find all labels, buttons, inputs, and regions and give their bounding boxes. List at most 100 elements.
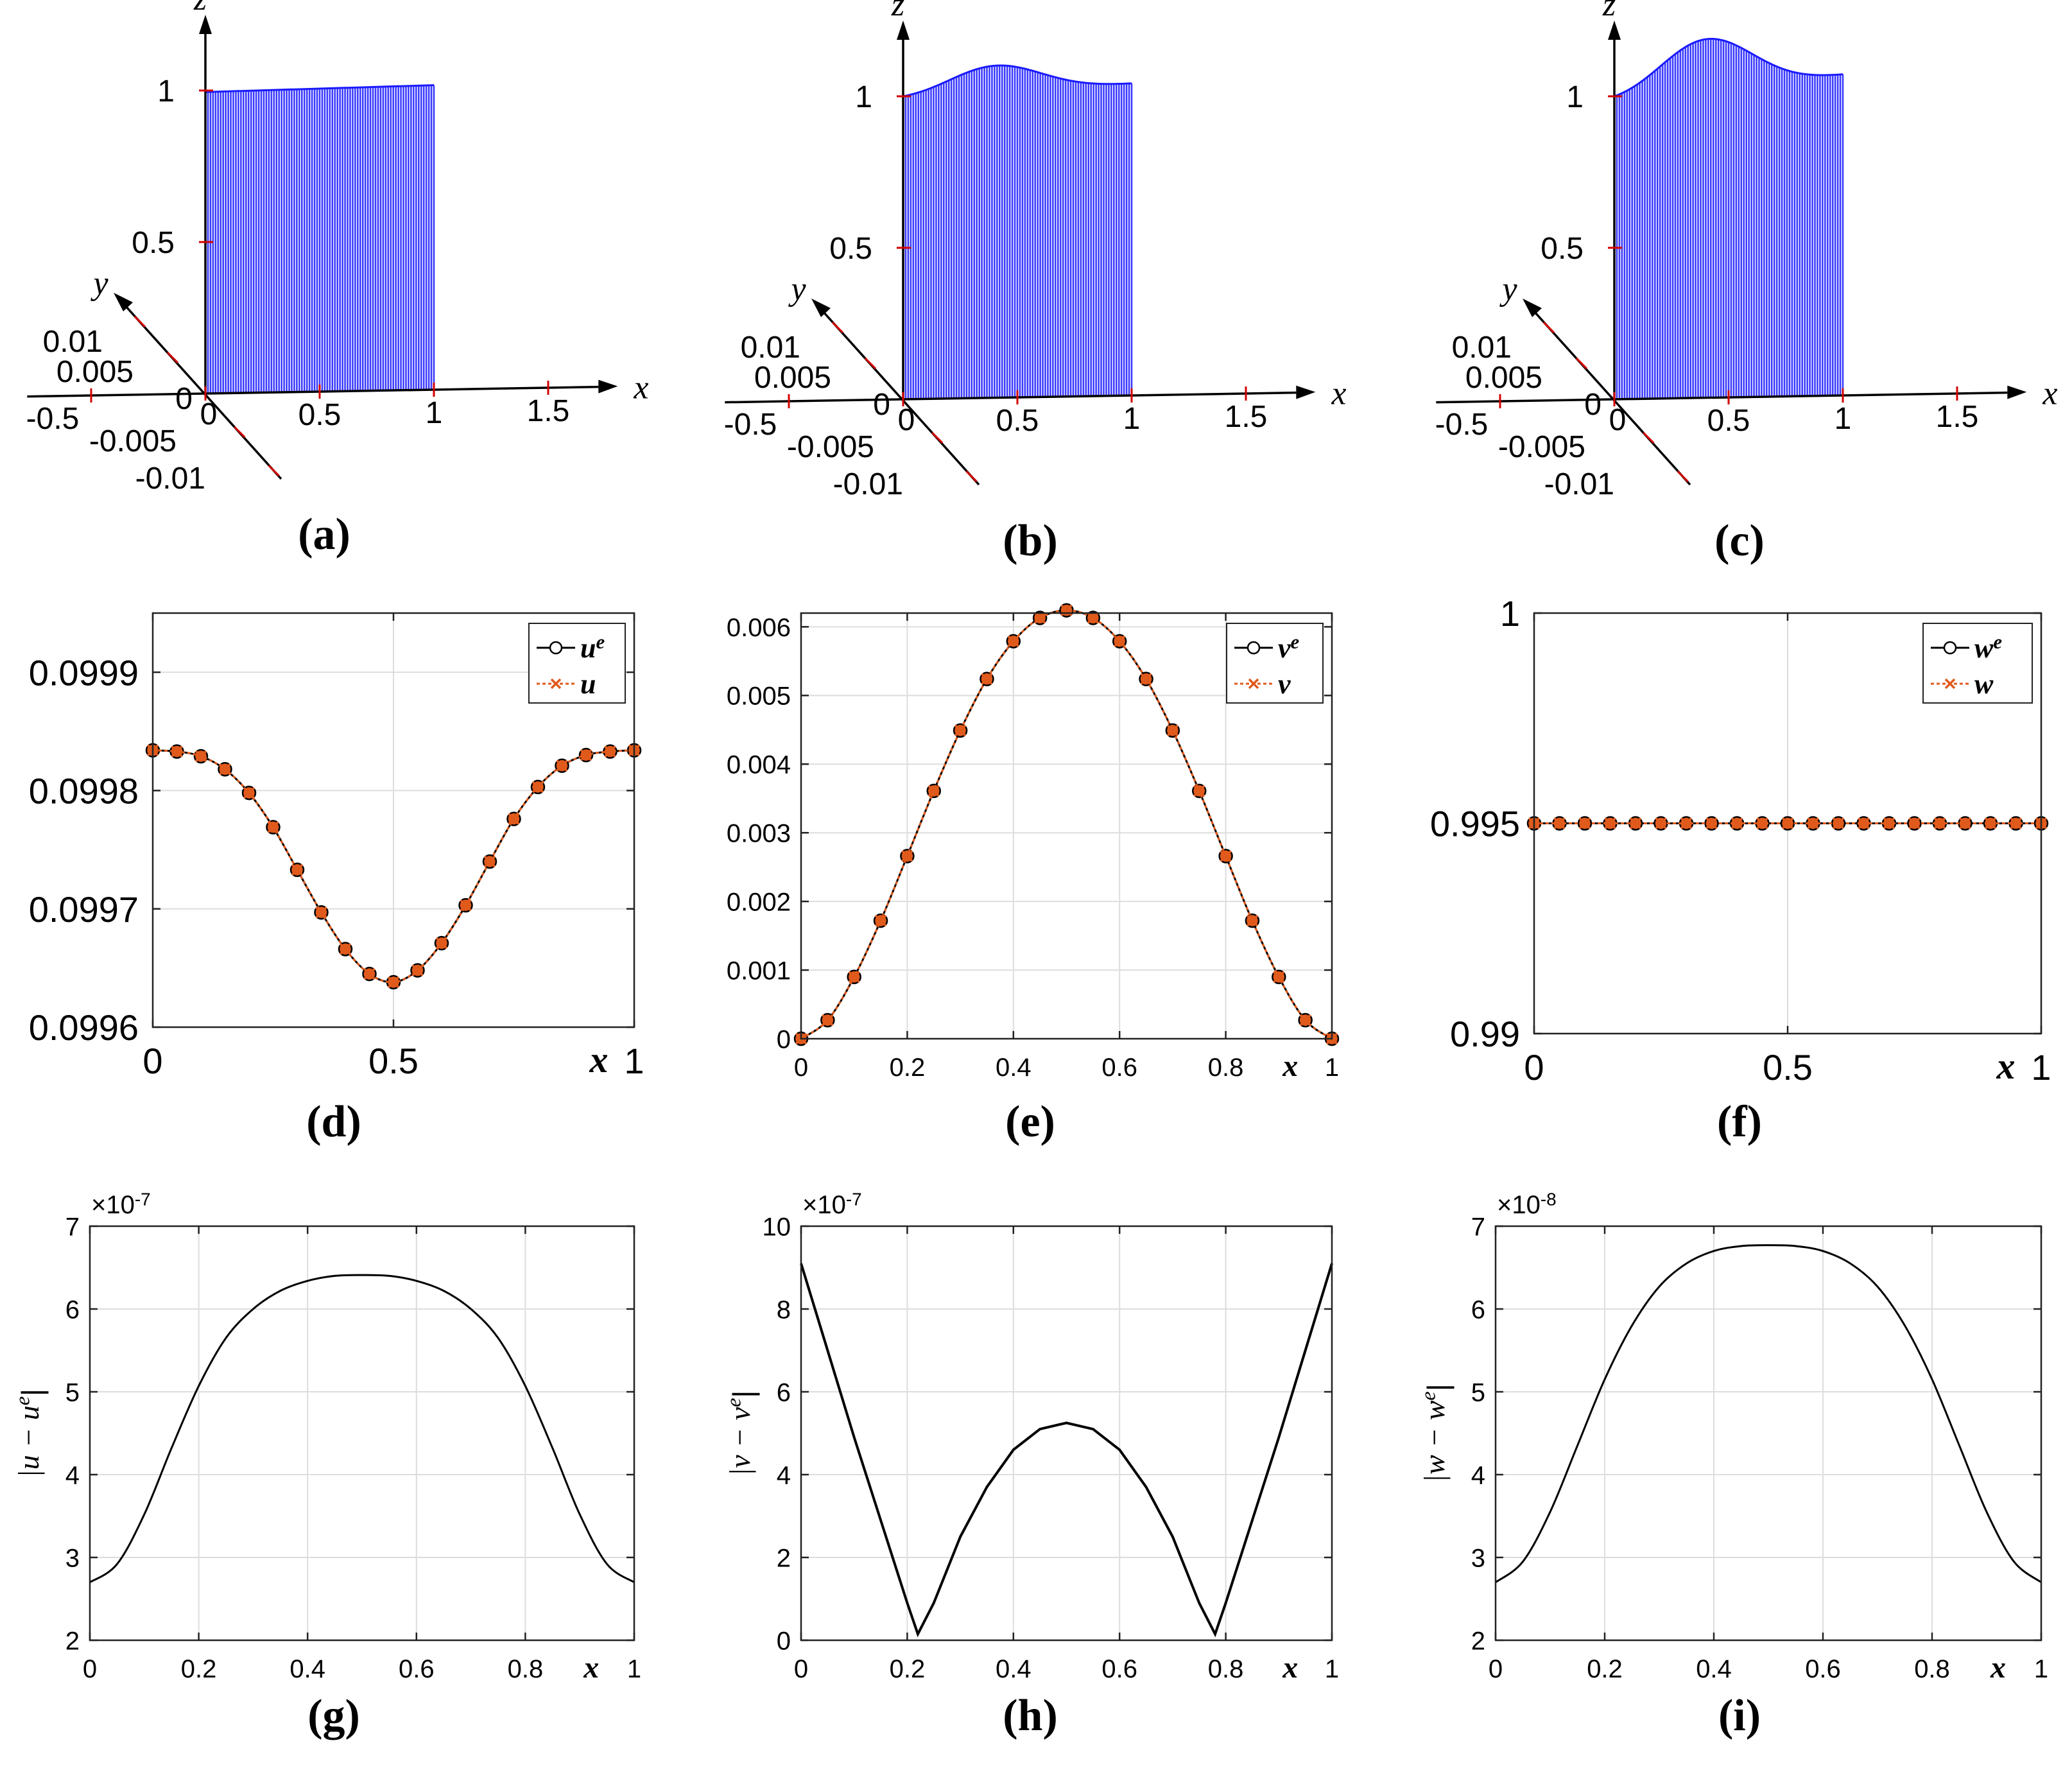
y-tick-mark [1575,357,1587,370]
surface-mesh [902,64,1133,399]
data-point-x [1553,817,1566,829]
y-tick-label: 6 [1471,1296,1485,1324]
text-span: w [1974,668,1994,700]
data-point-x [1933,817,1946,829]
text-span: | [727,1391,760,1398]
data-point-x [1113,635,1126,648]
z-axis-label: z [1602,0,1616,23]
y-axis-arrowhead [1523,299,1542,317]
data-point-x [580,749,592,761]
x-axis-label: x [583,1651,599,1685]
legend-marker-circle [1943,641,1957,655]
y-tick-label: 0.0999 [29,652,139,693]
x-tick-label: 1 [1325,1053,1339,1082]
legend: we w [1922,623,2033,704]
plot-frame [89,1225,635,1642]
superscript: e [722,1398,745,1407]
z-axis-arrowhead [897,21,910,40]
exponent-label: ×10-7 [802,1189,862,1219]
y-tick-label: 0.005 [56,355,134,389]
exponent-label: ×10-7 [91,1189,151,1219]
y-tick-label: 6 [65,1296,80,1324]
z-tick-label: 0.5 [829,232,872,266]
y-axis-label: |u − ue| [11,1389,49,1478]
legend-box [1922,623,2033,704]
x-tick-label: 0.2 [890,1655,926,1683]
x-tick-label: 0.2 [890,1053,926,1082]
y-tick-mark [268,465,280,477]
y-tick-label: 0.003 [727,820,791,848]
superscript: -8 [1541,1189,1557,1209]
data-point-x [1908,817,1921,829]
y-tick-label: -0.01 [1544,467,1614,501]
chart-g: 0 0.2 0.4 0.6 0.8 1 2 3 4 5 6 7 x |u − ue| ×10-7 [11,1189,642,1685]
x-tick-label: 0.5 [298,398,341,432]
x-tick-label: 0.4 [996,1655,1032,1683]
x-axis-label: x [1990,1651,2006,1685]
y-tick-mark [831,322,843,334]
exponent-label: ×10-8 [1497,1189,1557,1219]
x-axis-label: x [589,1039,609,1080]
x-tick-label: 1 [1835,402,1852,436]
z-tick-label: 1 [157,74,175,108]
data-point-x [1959,817,1971,829]
x-tick-label: 1.5 [1936,400,1979,434]
legend-box [1226,623,1324,704]
z-axis-arrowhead [199,15,212,34]
plot-area [1496,1226,2041,1640]
x-tick-label: 0 [794,1655,808,1683]
series-line-exact [1495,1244,2042,1583]
surface-top-edge [902,64,1132,98]
surface-mesh [1613,37,1844,399]
legend: ueu [528,623,626,704]
x-axis-line [1436,391,2008,404]
text-span: u [580,632,596,664]
x-tick-label: 0.5 [1763,1047,1813,1088]
surface-mesh [204,84,435,394]
x-tick-label: 0.8 [1208,1053,1244,1082]
x-tick-label: 0 [1489,1655,1503,1683]
x-tick-label: 0.4 [996,1053,1032,1082]
panel-label-g: (g) [307,1691,360,1740]
x-axis-label: x [1282,1651,1298,1685]
data-point-x [2010,817,2022,829]
y-axis-arrowhead [811,299,831,317]
panel-label-b: (b) [1003,516,1058,566]
data-point-x [1858,817,1870,829]
y-tick-mark [965,471,978,483]
y-tick-label: 0.01 [1452,331,1512,365]
panel-label-h: (h) [1003,1691,1058,1740]
y-tick-label: -0.005 [89,424,177,458]
x-tick-label: 1 [627,1655,641,1683]
y-axis-label: y [788,271,806,308]
data-point-x [1883,817,1895,829]
text-span: |u − u [12,1405,45,1478]
legend-marker-x [1248,678,1259,689]
y-tick-label: 0 [777,1025,791,1053]
x-axis-arrowhead [2007,385,2027,399]
y-tick-mark [134,316,146,328]
data-point-x [435,937,448,949]
y-tick-label: 0.005 [727,682,791,711]
plot-area [801,1226,1332,1640]
legend-entry: w [1974,668,1994,700]
plot-frame [800,612,1333,1040]
y-tick-label: 0 [1584,388,1601,422]
data-point-x [901,850,913,862]
x-tick-label: 0.6 [399,1655,435,1683]
x-axis-label: x [1282,1049,1298,1083]
chart-i: 0 0.2 0.4 0.6 0.8 1 2 3 4 5 6 7 x |w − we| ×10-8 [1417,1189,2049,1685]
y-tick-label: -0.005 [1498,430,1585,464]
y-axis-arrowhead [114,293,133,311]
data-point-x [387,976,400,989]
x-tick-label: 0 [200,397,218,431]
legend-entry: we [1974,631,2002,664]
data-point-x [848,971,860,983]
z-tick-label: 1 [855,80,872,114]
legend-entry: v [1278,668,1291,700]
y-tick-label: 4 [777,1461,791,1489]
x-tick-label: 1 [426,396,443,430]
x-tick-label: 1.5 [527,394,570,428]
